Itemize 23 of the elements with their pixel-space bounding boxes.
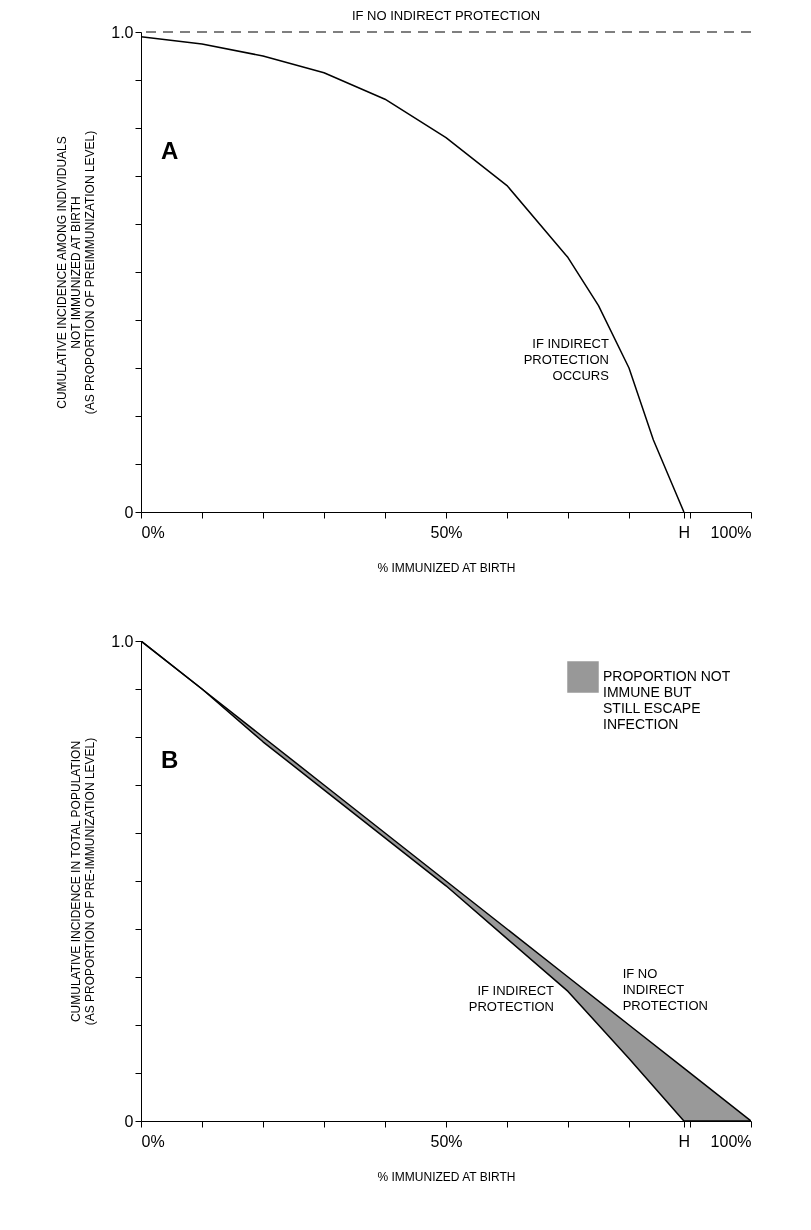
y-axis-title: CUMULATIVE INCIDENCE AMONG INDIVIDUALS NOT IMMUNIZED AT BIRTH (AS PROPORTION OF PREIMMUNIZATION LEVEL) — [55, 130, 98, 415]
x-tick-label: 100% — [710, 523, 752, 541]
annotation: IF INDIRECT PROTECTION OCCURS — [523, 336, 610, 383]
legend-label: PROPORTION NOT IMMUNE BUT STILL ESCAPE INFECTION — [603, 668, 731, 732]
x-axis-title: % IMMUNIZED AT BIRTH — [377, 1169, 516, 1184]
y-tick-label: 1.0 — [111, 23, 134, 41]
y-tick-label: 0 — [124, 1112, 134, 1130]
annotation: A — [161, 137, 179, 164]
y-axis-title: CUMULATIVE INCIDENCE IN TOTAL POPULATION (AS PROPORTION OF PRE-IMMUNIZATION LEVEL) — [69, 737, 98, 1026]
x-tick-label: 50% — [430, 1132, 463, 1150]
x-tick-label: H — [678, 1132, 691, 1150]
x-tick-label: 100% — [710, 1132, 752, 1150]
x-tick-label: 0% — [141, 1132, 165, 1150]
x-tick-label: H — [678, 523, 691, 541]
y-tick-label: 0 — [124, 503, 134, 521]
annotation: B — [161, 746, 179, 773]
x-tick-label: 50% — [430, 523, 463, 541]
y-tick-label: 1.0 — [111, 632, 134, 650]
annotation: IF NO INDIRECT PROTECTION — [622, 965, 708, 1013]
ref-line-label: IF NO INDIRECT PROTECTION — [351, 8, 541, 23]
x-axis-title: % IMMUNIZED AT BIRTH — [377, 560, 516, 575]
annotation: IF INDIRECT PROTECTION — [468, 983, 555, 1015]
x-tick-label: 0% — [141, 523, 165, 541]
